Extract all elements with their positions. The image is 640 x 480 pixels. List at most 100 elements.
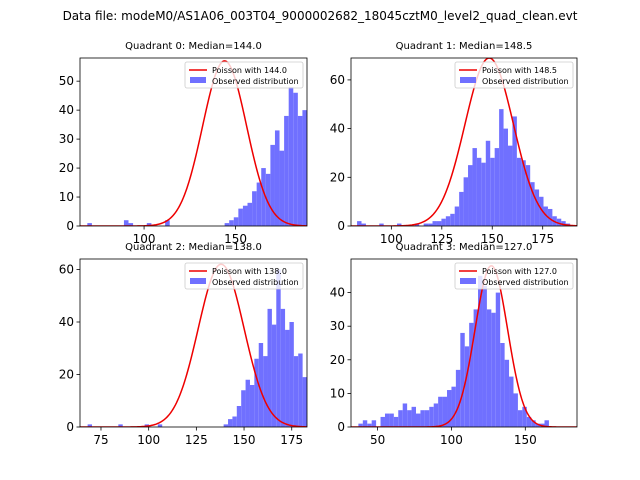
x-tick-label: 150 — [233, 433, 256, 447]
histogram-bar — [293, 356, 299, 427]
histogram-bar — [118, 424, 123, 427]
histogram-bar — [293, 92, 298, 226]
histogram-bar — [447, 390, 452, 427]
histogram-bar — [249, 385, 255, 427]
histogram-bar — [432, 221, 437, 226]
histogram-bar — [302, 377, 307, 427]
histogram-bar — [87, 223, 92, 226]
histogram-bars — [358, 275, 549, 427]
y-tick-label: 60 — [330, 73, 345, 87]
legend-hist-label: Observed distribution — [482, 278, 569, 287]
y-tick-label: 40 — [59, 315, 74, 329]
histogram-bar — [307, 81, 312, 226]
histogram-bar — [482, 285, 487, 427]
histogram-bar — [451, 386, 456, 427]
histogram-bar — [460, 332, 465, 427]
y-tick-label: 40 — [59, 103, 74, 117]
y-tick-label: 0 — [66, 420, 74, 434]
histogram-bar — [445, 216, 451, 226]
histogram-bar — [254, 358, 259, 427]
legend-hist-swatch — [460, 77, 476, 83]
histogram-bar — [284, 115, 289, 226]
histogram-bar — [245, 379, 250, 427]
x-tick-label: 150 — [481, 232, 504, 246]
axes-frame — [350, 57, 578, 227]
poisson-curve — [80, 60, 307, 226]
y-tick-label: 10 — [330, 386, 345, 400]
histogram-bar — [459, 191, 464, 226]
subplot-quadrant-2: Quadrant 2: Median=138.0 75 100 125 150 175 0 2… — [59, 242, 329, 447]
histogram-bar — [247, 202, 253, 226]
y-tick-label: 0 — [337, 219, 345, 233]
histogram-bar — [516, 157, 522, 226]
legend-box — [454, 61, 574, 89]
histogram-bar — [543, 206, 548, 226]
legend: Poisson with 148.5 Observed distribution — [454, 61, 574, 89]
histogram-bar — [521, 160, 526, 226]
histogram-bar — [544, 420, 549, 427]
y-tick-label: 30 — [59, 132, 74, 146]
histogram-bar — [316, 414, 320, 427]
histogram-bar — [433, 403, 439, 427]
subplot-quadrant-0: Quadrant 0: Median=144.0 100 150 0 10 20 30 40 5… — [59, 41, 326, 246]
histogram-bar — [513, 393, 518, 427]
x-tick-label: 125 — [185, 433, 208, 447]
histogram-bar — [271, 324, 277, 427]
legend: Poisson with 138.0 Observed distribution — [184, 262, 304, 290]
histogram-bar — [450, 213, 455, 226]
histogram-bar — [367, 423, 372, 427]
legend-hist-label: Observed distribution — [212, 278, 299, 287]
histogram-bar — [123, 220, 129, 226]
histogram-bar — [280, 308, 286, 427]
subplot-title: Quadrant 0: Median=144.0 — [125, 41, 262, 52]
histogram-bar — [321, 145, 326, 226]
histogram-bar — [547, 208, 553, 226]
histogram-bar — [297, 115, 303, 226]
histogram-bar — [276, 269, 281, 427]
y-tick-label: 40 — [330, 286, 345, 300]
subplot-quadrant-3: Quadrant 3: Median=127.0 50 100 150 0 10 20 30 4… — [330, 242, 578, 447]
histogram-bar — [258, 343, 264, 427]
histogram-bar — [415, 413, 421, 427]
y-tick-label: 10 — [59, 190, 74, 204]
histogram-bar — [316, 139, 321, 226]
histogram-bar — [312, 110, 317, 226]
legend-hist-label: Observed distribution — [482, 77, 569, 86]
y-tick-label: 20 — [59, 161, 74, 175]
histogram-bar — [441, 218, 446, 226]
histogram-bar — [530, 182, 535, 226]
histogram-bar — [561, 221, 566, 226]
histogram-bar — [478, 275, 483, 427]
histogram-bar — [507, 145, 513, 226]
histogram-bars — [87, 269, 329, 427]
legend: Poisson with 127.0 Observed distribution — [454, 262, 574, 290]
legend-hist-swatch — [460, 278, 476, 284]
histogram-bar — [428, 223, 433, 226]
histogram-bar — [325, 422, 329, 427]
histogram-bar — [420, 410, 425, 427]
figure-title: Data file: modeM0/AS1A06_003T04_90000026… — [63, 9, 578, 23]
histogram-bar — [481, 162, 486, 226]
histogram-bar — [494, 148, 500, 226]
histogram-bar — [500, 343, 505, 427]
histogram-bar — [274, 130, 280, 226]
y-tick-label: 40 — [330, 122, 345, 136]
x-tick-label: 50 — [370, 433, 385, 447]
histogram-bar — [423, 223, 429, 226]
legend-curve-label: Poisson with 148.5 — [482, 66, 557, 75]
histogram-bar — [298, 353, 303, 427]
histogram-bar — [402, 403, 408, 427]
histogram-bar — [491, 312, 496, 427]
histogram-bar — [407, 410, 412, 427]
histogram-bar — [165, 220, 170, 226]
histogram-bar — [509, 376, 514, 427]
histogram-bar — [241, 390, 246, 427]
histogram-bar — [472, 148, 477, 226]
histogram-bar — [436, 221, 442, 226]
x-tick-label: 175 — [531, 232, 554, 246]
legend-box — [454, 262, 574, 290]
histogram-bar — [87, 424, 93, 427]
axes-frame — [79, 258, 308, 428]
histogram-bar — [265, 173, 271, 226]
y-tick-label: 60 — [59, 263, 74, 277]
